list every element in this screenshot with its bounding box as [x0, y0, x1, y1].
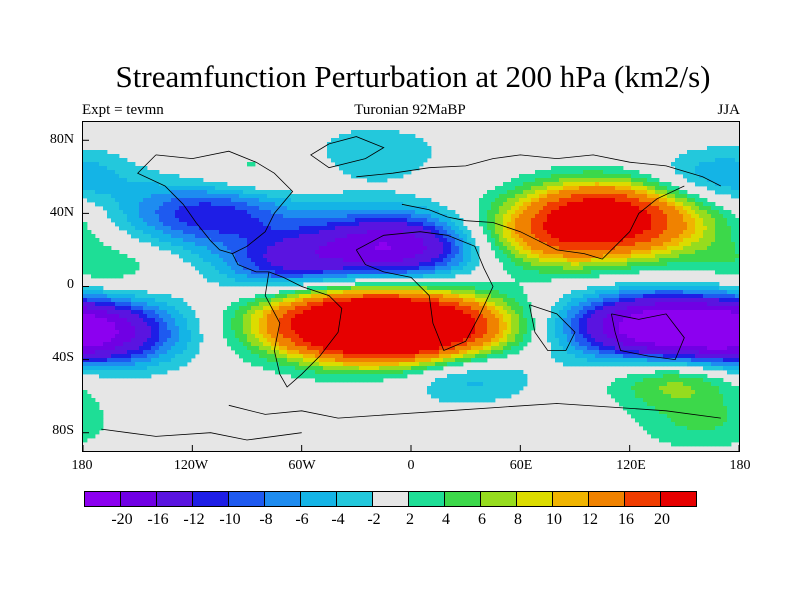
colorbar-level-label: 10 [546, 511, 562, 528]
colorbar-level-label: -4 [331, 511, 345, 528]
colorbar-swatch [444, 491, 481, 507]
colorbar-level-label: -12 [183, 511, 205, 528]
colorbar-swatch [408, 491, 445, 507]
colorbar-swatch [300, 491, 337, 507]
y-tick-label: 80N [49, 132, 74, 147]
colorbar-level-label: 20 [654, 511, 670, 528]
colorbar-swatch [336, 491, 373, 507]
colorbar-swatch [480, 491, 517, 507]
chart-title: Streamfunction Perturbation at 200 hPa (… [115, 59, 711, 94]
period-label: Turonian 92MaBP [354, 102, 466, 118]
x-tick-label: 60E [509, 458, 533, 473]
x-tick-label: 120E [616, 458, 646, 473]
x-tick-label: 180 [729, 458, 751, 473]
x-tick-label: 0 [407, 458, 415, 473]
y-tick-label: 40N [49, 205, 74, 220]
colorbar-level-label: -16 [147, 511, 169, 528]
colorbar-swatch [552, 491, 589, 507]
colorbar-swatch [660, 491, 697, 507]
streamfunction-map [83, 130, 739, 451]
colorbar-swatch [264, 491, 301, 507]
colorbar-level-label: 12 [582, 511, 598, 528]
colorbar-level-label: -2 [367, 511, 381, 528]
coastlines [101, 136, 721, 441]
contour-fill [83, 130, 739, 447]
y-tick-label: 80S [52, 423, 74, 438]
colorbar-swatch [192, 491, 229, 507]
colorbar-level-label: -10 [219, 511, 241, 528]
colorbar-swatch [84, 491, 121, 507]
axis-ticks [83, 139, 739, 451]
x-tick-label: 180 [71, 458, 93, 473]
colorbar-level-label: 4 [442, 511, 450, 528]
colorbar-level-label: -20 [111, 511, 133, 528]
colorbar [84, 491, 697, 507]
colorbar-level-label: 16 [618, 511, 634, 528]
colorbar-swatch [120, 491, 157, 507]
colorbar-level-label: 8 [514, 511, 522, 528]
season-label: JJA [717, 102, 740, 118]
colorbar-swatch [624, 491, 661, 507]
x-tick-label: 60W [288, 458, 316, 473]
colorbar-swatch [516, 491, 553, 507]
colorbar-swatch [372, 491, 409, 507]
y-tick-label: 40S [52, 350, 74, 365]
colorbar-swatch [588, 491, 625, 507]
y-tick-label: 0 [67, 277, 74, 292]
colorbar-level-label: 2 [406, 511, 414, 528]
colorbar-level-label: -8 [259, 511, 273, 528]
colorbar-swatch [228, 491, 265, 507]
experiment-label: Expt = tevmn [82, 102, 164, 118]
colorbar-swatch [156, 491, 193, 507]
colorbar-level-label: -6 [295, 511, 309, 528]
colorbar-level-label: 6 [478, 511, 486, 528]
map-plot-area [82, 121, 740, 452]
x-tick-label: 120W [173, 458, 209, 473]
